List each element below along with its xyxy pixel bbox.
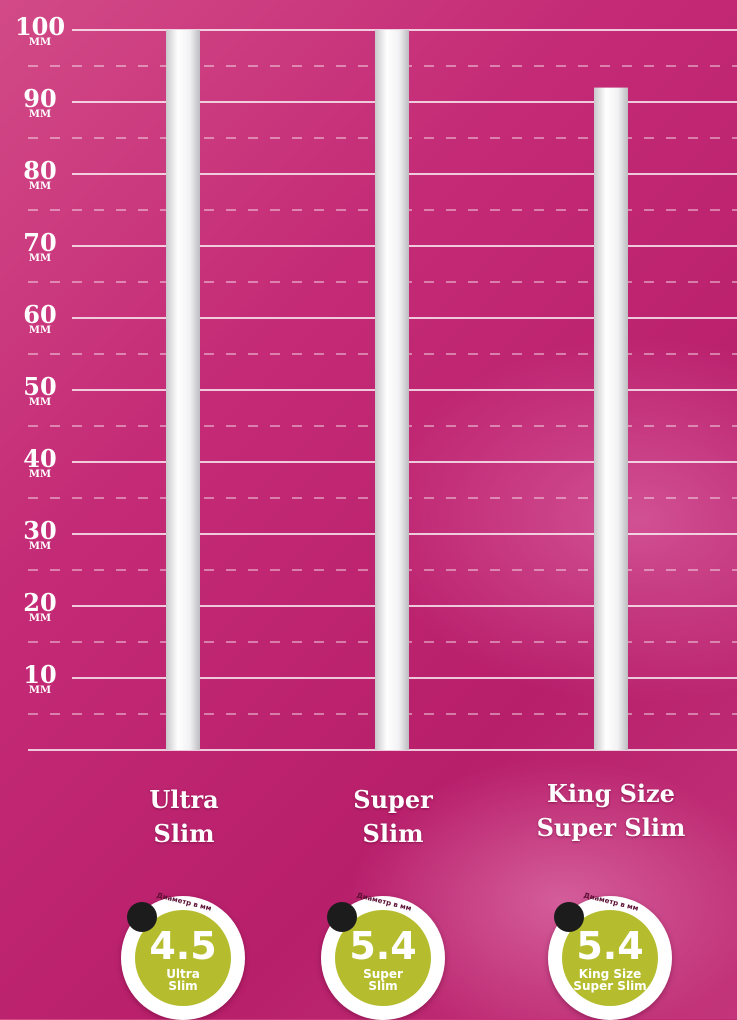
y-tick-label-30: 30	[23, 516, 56, 545]
badge-name: King Size Super Slim	[573, 967, 647, 993]
y-tick-label-10: 10	[23, 660, 56, 689]
badge-dot-icon	[554, 902, 584, 932]
diameter-badge-king-size-super-slim: Диаметр в мм 5.4 King Size Super Slim	[548, 891, 672, 1020]
y-tick-unit-100: ММ	[29, 37, 51, 48]
y-tick-label-80: 80	[23, 156, 56, 185]
y-axis-ticks: 10ММ20ММ30ММ40ММ50ММ60ММ70ММ80ММ90ММ100М…	[15, 12, 65, 696]
category-label-super-slim: Super Slim	[353, 785, 433, 848]
y-tick-unit-70: ММ	[29, 253, 51, 264]
y-tick-label-60: 60	[23, 300, 56, 329]
y-tick-unit-40: ММ	[29, 469, 51, 480]
bar-ultra-slim	[166, 30, 200, 750]
y-tick-label-100: 100	[15, 12, 65, 41]
y-tick-label-40: 40	[23, 444, 56, 473]
badge-value: 5.4	[349, 924, 417, 968]
y-tick-unit-80: ММ	[29, 181, 51, 192]
bar-king-size-super-slim	[594, 87, 628, 751]
y-tick-label-50: 50	[23, 372, 56, 401]
badge-value: 5.4	[576, 924, 644, 968]
badge-name: Super Slim	[363, 967, 403, 993]
y-tick-unit-20: ММ	[29, 613, 51, 624]
badge-name: Ultra Slim	[166, 967, 200, 993]
bars	[166, 30, 628, 751]
bar-super-slim	[375, 30, 409, 750]
y-tick-unit-30: ММ	[29, 541, 51, 552]
y-tick-label-70: 70	[23, 228, 56, 257]
y-tick-unit-60: ММ	[29, 325, 51, 336]
badge-value: 4.5	[149, 924, 217, 968]
diameter-badge-ultra-slim: Диаметр в мм 4.5 Ultra Slim	[121, 891, 245, 1020]
y-tick-unit-90: ММ	[29, 109, 51, 120]
bar-chart: 10ММ20ММ30ММ40ММ50ММ60ММ70ММ80ММ90ММ100М…	[15, 12, 628, 751]
diameter-badge-super-slim: Диаметр в мм 5.4 Super Slim	[321, 891, 445, 1020]
badge-dot-icon	[127, 902, 157, 932]
y-tick-label-20: 20	[23, 588, 56, 617]
y-tick-unit-10: ММ	[29, 685, 51, 696]
category-label-king-size-super-slim: King Size Super Slim	[536, 779, 686, 842]
y-tick-label-90: 90	[23, 84, 56, 113]
badge-dot-icon	[327, 902, 357, 932]
y-tick-unit-50: ММ	[29, 397, 51, 408]
category-label-ultra-slim: Ultra Slim	[149, 785, 219, 848]
